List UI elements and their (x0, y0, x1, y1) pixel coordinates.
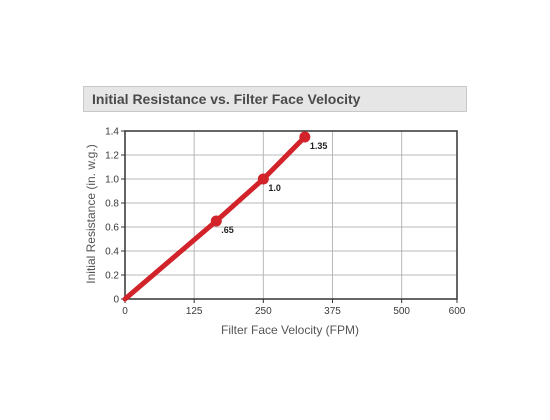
tick-labels: 0 0.2 0.4 0.6 0.8 1.0 1.2 1.4 0 125 250 375 500 600 (105, 127, 466, 318)
plot-frame (124, 130, 458, 300)
data-point (299, 131, 311, 143)
y-tick-label: 0.6 (105, 223, 119, 234)
y-axis-label: Initial Resistance (in. w.g.) (84, 144, 98, 283)
x-tick-label: 500 (393, 306, 410, 317)
chart-title: Initial Resistance vs. Filter Face Veloc… (92, 91, 361, 107)
x-tick-label: 0 (122, 306, 128, 317)
x-tick-label: 600 (449, 306, 466, 317)
chart-title-bar: Initial Resistance vs. Filter Face Veloc… (83, 86, 467, 112)
data-label: .65 (221, 225, 234, 235)
data-point (257, 173, 269, 185)
y-tick-label: 0.8 (105, 199, 119, 210)
x-tick-label: 250 (255, 306, 272, 317)
chart-axes (121, 130, 458, 303)
data-series (122, 131, 311, 302)
x-axis-label: Filter Face Velocity (FPM) (221, 323, 359, 337)
y-tick-label: 1.0 (105, 175, 119, 186)
y-tick-label: 0 (113, 295, 119, 306)
data-labels: .65 1.0 1.35 (221, 141, 327, 235)
grid-lines (125, 131, 457, 299)
x-tick-label: 375 (324, 306, 341, 317)
y-tick-label: 1.2 (105, 151, 119, 162)
y-tick-label: 0.2 (105, 271, 119, 282)
y-tick-label: 1.4 (105, 127, 119, 138)
series-line (122, 134, 308, 302)
data-label: 1.35 (310, 141, 328, 151)
x-tick-label: 125 (186, 306, 203, 317)
y-tick-label: 0.4 (105, 247, 119, 258)
data-label: 1.0 (268, 183, 281, 193)
data-point (210, 215, 222, 227)
